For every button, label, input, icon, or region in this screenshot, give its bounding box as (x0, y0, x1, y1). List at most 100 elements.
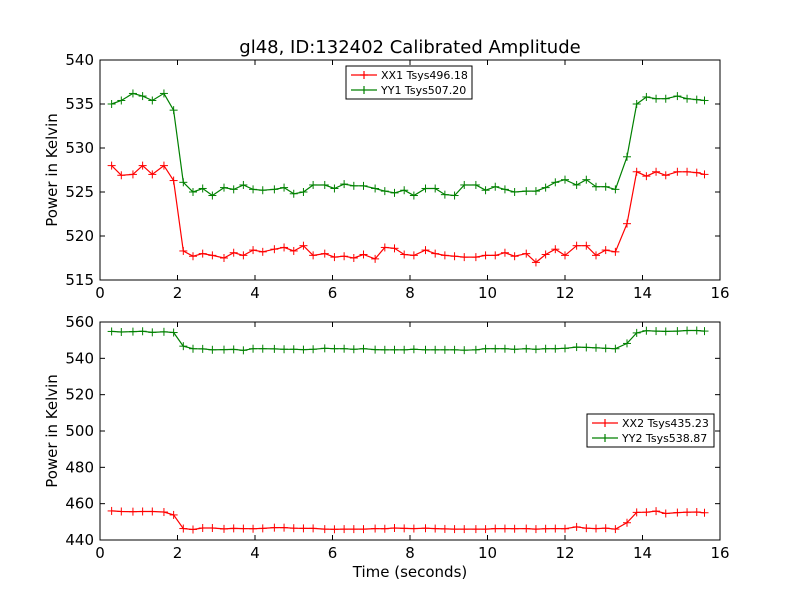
bottom-series-2-point (481, 344, 490, 353)
bottom-y-axis-label: Power in Kelvin (43, 374, 61, 488)
bottom-series-1-point (471, 525, 480, 534)
bottom-series-2-point (270, 344, 279, 353)
bottom-series-1-point (409, 524, 418, 533)
top-series-1-point (460, 253, 469, 262)
top-series-1-point (349, 254, 358, 262)
bottom-series-1-point (198, 524, 207, 533)
bottom-series-2-point (460, 346, 469, 355)
top-series-1-point (692, 168, 701, 177)
bottom-series-2-point (208, 345, 217, 354)
bottom-y-tick-label: 440 (65, 531, 94, 549)
top-series-1-point (189, 252, 197, 261)
top-series-1-point (409, 251, 418, 260)
bottom-x-tick-label: 12 (555, 544, 574, 562)
top-series-2-point (239, 180, 248, 189)
bottom-x-tick-label: 4 (250, 544, 260, 562)
top-y-tick-label: 520 (65, 227, 94, 245)
top-series-1-point (592, 251, 600, 260)
bottom-series-1-point (692, 508, 701, 517)
bottom-series-1-point (107, 506, 116, 515)
bottom-series-1-point (309, 524, 318, 533)
top-series-2-point (400, 186, 409, 195)
bottom-series-1-point (582, 524, 591, 533)
top-series-2-point (551, 178, 560, 187)
top-series-2-point (572, 180, 581, 189)
top-series-2-point (289, 189, 298, 198)
bottom-series-2-point (169, 328, 178, 337)
top-series-1-point (159, 161, 168, 170)
top-series-1-point (309, 251, 318, 260)
bottom-series-2-point (390, 345, 399, 354)
top-x-tick-label: 4 (250, 284, 260, 302)
top-series-1-point (623, 219, 631, 228)
top-series-1-point (601, 246, 610, 255)
top-series-1-point (683, 167, 692, 176)
top-series-2-point (159, 89, 168, 98)
bottom-series-2-point (673, 327, 682, 336)
top-series-2-point (138, 92, 147, 101)
bottom-x-tick-label: 16 (710, 544, 729, 562)
bottom-series-2-point (371, 345, 380, 354)
bottom-series-1-point (632, 508, 641, 517)
bottom-y-tick-label: 500 (65, 422, 94, 440)
bottom-series-1-point (128, 507, 137, 516)
top-series-group (107, 89, 709, 267)
top-legend: XX1 Tsys496.18 YY1 Tsys507.20 (345, 65, 473, 100)
top-x-tick-label: 12 (555, 284, 574, 302)
bottom-series-1-point (592, 524, 600, 533)
chart-title: gl48, ID:132402 Calibrated Amplitude (239, 37, 580, 58)
top-series-2-point (541, 183, 550, 192)
top-series-2-point (371, 184, 380, 193)
bottom-series-2-point (409, 345, 418, 354)
bottom-series-2-point (128, 327, 137, 336)
top-series-1-point (289, 246, 298, 255)
bottom-series-2-point (249, 344, 258, 353)
top-series-1-point (320, 249, 329, 258)
top-series-2-point (700, 96, 709, 105)
top-series-1-point (169, 176, 178, 185)
bottom-series-2-point (189, 344, 197, 353)
top-series-1-point (107, 161, 116, 170)
bottom-series-2-point (258, 344, 267, 353)
bottom-series-2-point (117, 327, 126, 336)
bottom-series-1-point (460, 525, 469, 534)
bottom-series-2-point (330, 344, 339, 353)
top-y-axis-label: Power in Kelvin (43, 113, 61, 227)
top-series-2-point (632, 100, 641, 108)
top-series-2-point (481, 186, 490, 195)
bottom-x-tick-label: 2 (173, 544, 183, 562)
bottom-series-1-point (208, 524, 217, 533)
top-series-1-point (421, 246, 430, 255)
top-series-1-point (340, 252, 349, 261)
bottom-series-2-point (700, 327, 709, 336)
bottom-series-2-point (632, 328, 641, 337)
top-series-2-point (471, 180, 480, 189)
bottom-series-2-point (421, 345, 430, 354)
top-series-1-point (673, 167, 682, 176)
top-series-1-point (148, 170, 157, 179)
bottom-series-2-point (349, 345, 358, 354)
bottom-series-2-point (239, 346, 248, 355)
top-series-2-point (652, 94, 661, 103)
bottom-y-tick-label: 460 (65, 495, 94, 513)
bottom-series-1-point (623, 518, 631, 527)
bottom-x-tick-label: 0 (95, 544, 105, 562)
bottom-series-1-point (138, 507, 147, 516)
top-axis-ticks: 0 2 4 6 8 10 12 14 16 515 520 525 530 535 540 (65, 51, 729, 302)
top-series-1-point (700, 170, 709, 179)
bottom-series-1-point (572, 522, 581, 531)
top-series-1-point (400, 250, 409, 259)
top-series-2-point (229, 185, 238, 194)
top-series-2-point (117, 96, 126, 105)
bottom-series-1-point (220, 524, 228, 533)
bottom-series-1-point (431, 524, 440, 533)
top-series-1-point (330, 253, 339, 262)
bottom-series-2-point (652, 327, 661, 336)
top-series-1-point (522, 249, 531, 258)
top-series-1-point (440, 251, 449, 260)
bottom-series-2-point (198, 344, 207, 353)
top-series-2-point (220, 183, 228, 192)
top-series-2-point (601, 182, 610, 191)
top-series-2-point (642, 92, 651, 101)
top-y-tick-label: 530 (65, 139, 94, 157)
